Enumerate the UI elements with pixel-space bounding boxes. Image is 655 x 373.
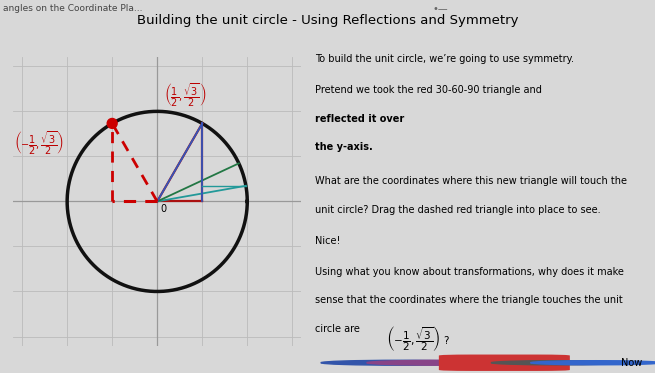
Text: Now: Now [621,358,642,368]
Text: Using what you know about transformations, why does it make: Using what you know about transformation… [316,267,624,277]
Text: $\left(-\dfrac{1}{2}, \dfrac{\sqrt{3}}{2}\right)$ ?: $\left(-\dfrac{1}{2}, \dfrac{\sqrt{3}}{2… [386,324,450,352]
Text: Pretend we took the red 30-60-90 triangle and: Pretend we took the red 30-60-90 triangl… [316,85,546,95]
Text: sense that the coordinates where the triangle touches the unit: sense that the coordinates where the tri… [316,295,623,305]
FancyBboxPatch shape [439,354,570,371]
Text: unit circle? Drag the dashed red triangle into place to see.: unit circle? Drag the dashed red triangl… [316,204,601,214]
Text: $\left(\dfrac{1}{2},\dfrac{\sqrt{3}}{2}\right)$: $\left(\dfrac{1}{2},\dfrac{\sqrt{3}}{2}\… [164,81,207,109]
Circle shape [367,360,524,365]
Text: Building the unit circle - Using Reflections and Symmetry: Building the unit circle - Using Reflect… [137,14,518,27]
Text: What are the coordinates where this new triangle will touch the: What are the coordinates where this new … [316,176,627,186]
Text: reflected it over: reflected it over [316,114,405,124]
Text: •—: •— [432,4,448,13]
Text: the y-axis.: the y-axis. [316,142,373,152]
Circle shape [491,361,622,365]
Text: To build the unit circle, we’re going to use symmetry.: To build the unit circle, we’re going to… [316,54,574,64]
Circle shape [107,119,117,128]
Text: Nice!: Nice! [316,236,341,246]
FancyBboxPatch shape [314,366,646,373]
Circle shape [531,361,655,365]
Text: $\!\left(-\dfrac{1}{2},\dfrac{\sqrt{3}}{2}\right)$: $\!\left(-\dfrac{1}{2},\dfrac{\sqrt{3}}{… [15,129,64,157]
Text: circle are: circle are [316,324,364,333]
Text: 0: 0 [160,204,166,214]
Text: angles on the Coordinate Pla...: angles on the Coordinate Pla... [3,4,143,13]
Circle shape [321,360,478,365]
